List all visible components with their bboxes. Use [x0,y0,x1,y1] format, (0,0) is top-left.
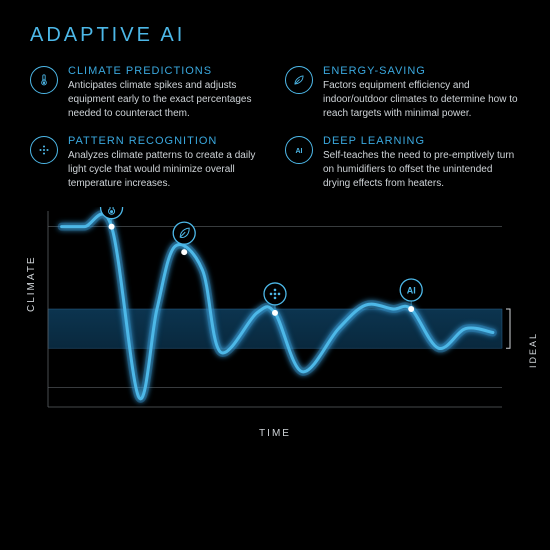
thermometer-icon [30,66,58,94]
feature-title: DEEP LEARNING [323,135,520,147]
climate-chart: CLIMATE TIME IDEAL AI [30,207,520,437]
svg-text:AI: AI [296,148,303,155]
dots-icon [30,136,58,164]
svg-text:AI: AI [407,286,416,296]
ideal-bracket [506,309,510,348]
feature-title: CLIMATE PREDICTIONS [68,65,265,77]
feature-desc: Anticipates climate spikes and adjusts e… [68,79,265,121]
chart-svg: AI [30,207,520,427]
chart-line-glow [62,214,493,399]
page-title: ADAPTIVE AI [30,24,520,47]
feature-title: PATTERN RECOGNITION [68,135,265,147]
feature-energy-saving: ENERGY-SAVING Factors equipment efficien… [285,65,520,121]
x-axis-label: TIME [259,428,291,439]
feature-title: ENERGY-SAVING [323,65,520,77]
ai-icon: AI [285,136,313,164]
feature-climate-predictions: CLIMATE PREDICTIONS Anticipates climate … [30,65,265,121]
chart-node-dot [109,224,115,230]
features-grid: CLIMATE PREDICTIONS Anticipates climate … [30,65,520,191]
chart-node-dot [408,306,414,312]
feature-desc: Self-teaches the need to pre-emptively t… [323,149,520,191]
feature-desc: Analyzes climate patterns to create a da… [68,149,265,191]
feature-deep-learning: AI DEEP LEARNING Self-teaches the need t… [285,135,520,191]
ai-icon: AI [407,286,416,296]
feature-pattern-recognition: PATTERN RECOGNITION Analyzes climate pat… [30,135,265,191]
feature-desc: Factors equipment efficiency and indoor/… [323,79,520,121]
y-axis-label: CLIMATE [26,255,37,312]
chart-node-dot [181,249,187,255]
chart-node-dot [272,310,278,316]
ideal-label: IDEAL [528,332,538,368]
leaf-icon [285,66,313,94]
